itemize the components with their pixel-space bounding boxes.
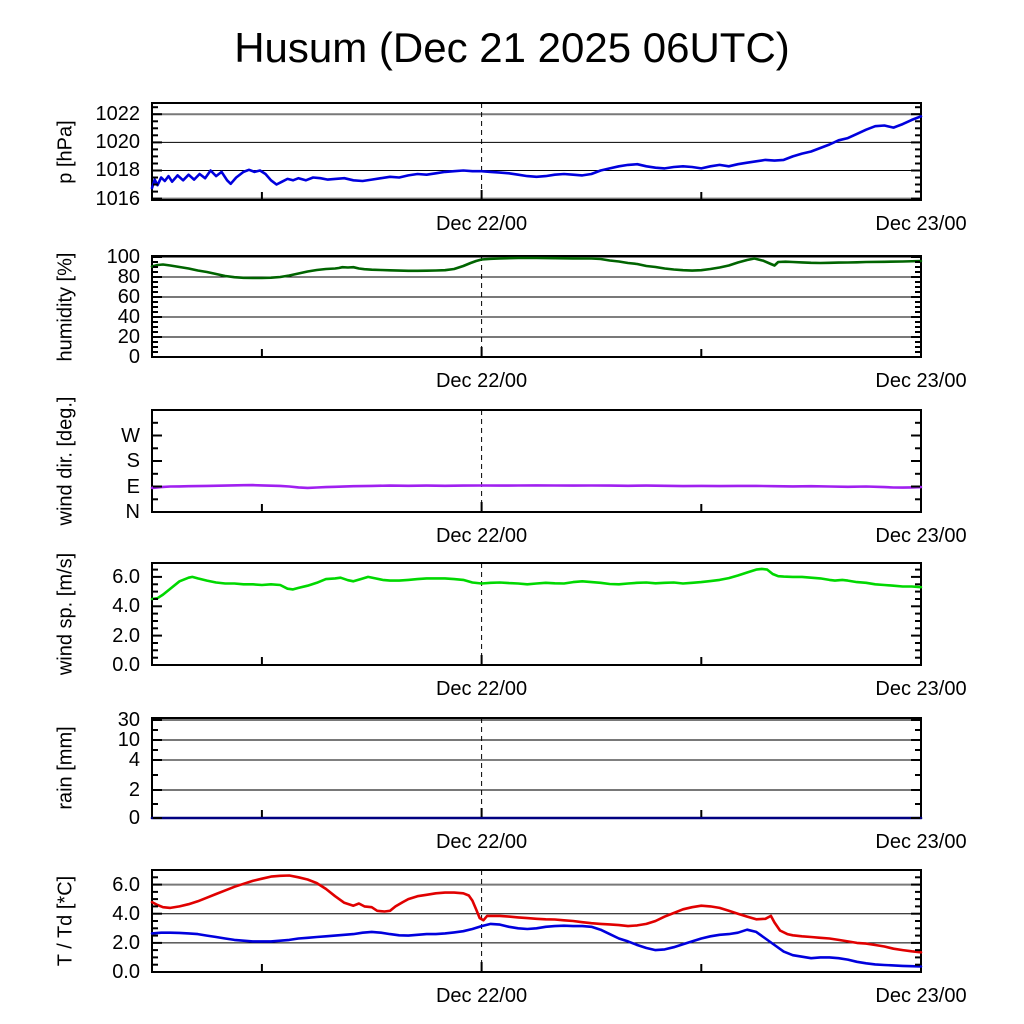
x-tick-label: Dec 23/00: [875, 831, 967, 853]
y-tick-label: 30: [117, 709, 140, 731]
y-tick-label: 0: [128, 346, 140, 368]
x-tick-label: Dec 22/00: [435, 213, 528, 235]
plot-frame: [151, 869, 922, 973]
plot-frame: [151, 102, 922, 201]
y-tick-label: 4.0: [112, 902, 140, 925]
chart-title: Husum (Dec 21 2025 06UTC): [234, 24, 790, 71]
panel-pressure: [150, 102, 923, 201]
y-tick-label: 80: [117, 266, 140, 288]
y-tick-label: 20: [117, 326, 140, 348]
series-wind-direction: [150, 483, 923, 490]
x-tick-label: Dec 22/00: [435, 831, 528, 853]
y-tick-label: 1022: [95, 103, 141, 126]
series-Td: [150, 922, 923, 968]
y-tick-label: 2: [128, 779, 140, 801]
y-tick-label: 2.0: [112, 624, 140, 647]
y-tick-label: 1016: [95, 187, 141, 210]
y-tick-label: 1020: [95, 131, 141, 154]
y-tick-label: 1018: [95, 159, 141, 182]
y-tick-label: 40: [117, 306, 140, 328]
panel-wind-direction: [150, 409, 923, 513]
y-tick-label: 100: [106, 246, 140, 268]
plot-frame: [151, 562, 922, 666]
panel-rain: [150, 717, 923, 820]
x-tick-label: Dec 23/00: [875, 213, 967, 235]
x-tick-label: Dec 23/00: [875, 985, 967, 1007]
x-tick-label: Dec 22/00: [435, 678, 528, 700]
y-tick-label: 6.0: [112, 565, 140, 588]
x-tick-label: Dec 22/00: [435, 370, 528, 392]
series-p: [150, 115, 923, 190]
series-wind-speed: [150, 567, 923, 601]
y-tick-label: S: [126, 450, 140, 472]
panel-temperature: [150, 869, 923, 973]
plot-frame: [151, 409, 922, 513]
y-tick-label: N: [125, 501, 140, 523]
series-T: [150, 874, 923, 954]
x-tick-label: Dec 22/00: [435, 985, 528, 1007]
y-tick-label: 2.0: [112, 931, 140, 954]
panel-humidity: [150, 255, 923, 358]
y-tick-label: 0.0: [112, 654, 140, 676]
plot-frame: [151, 255, 922, 358]
y-tick-label: E: [126, 475, 140, 498]
x-tick-label: Dec 23/00: [875, 678, 967, 700]
y-tick-label: 6.0: [112, 873, 140, 896]
panel-wind-speed: [150, 562, 923, 666]
x-tick-label: Dec 23/00: [875, 370, 967, 392]
y-tick-label: 60: [117, 286, 140, 308]
series-humidity: [150, 256, 923, 280]
y-tick-label: 4.0: [112, 595, 140, 618]
x-tick-label: Dec 23/00: [875, 525, 967, 547]
y-tick-label: 4: [128, 749, 140, 771]
y-tick-label: 0.0: [112, 961, 140, 983]
y-tick-label: W: [121, 424, 140, 447]
y-tick-label: 10: [117, 729, 140, 751]
y-tick-label: 0: [128, 807, 140, 829]
x-tick-label: Dec 22/00: [435, 525, 528, 547]
plot-frame: [151, 717, 922, 819]
